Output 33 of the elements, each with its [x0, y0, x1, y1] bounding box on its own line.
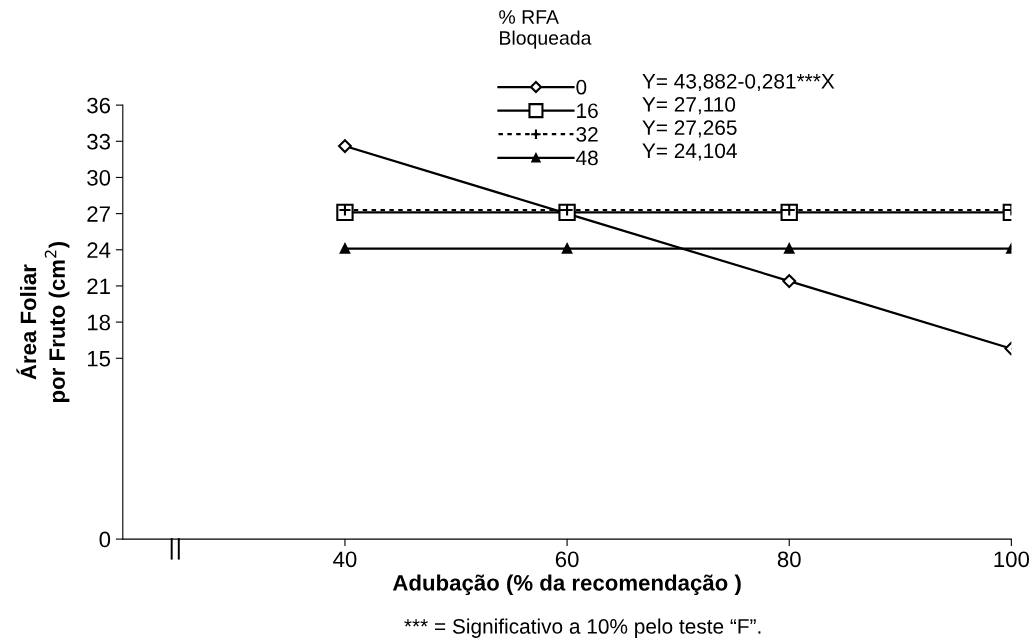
point: [338, 139, 352, 154]
x-tick-label: 80: [777, 551, 801, 568]
point: [338, 203, 352, 217]
legend-label: 32: [576, 126, 598, 142]
text: Y= 43,882-0,281***X: [642, 73, 835, 92]
y-axis-title: Área Foliar por Fruto (cm$^{2}$): [16, 241, 70, 402]
y-tick-label: 30: [87, 169, 111, 186]
annotation: Y= 24,104: [642, 143, 737, 161]
x-tick-label: 100: [994, 551, 1030, 568]
point: [561, 243, 573, 254]
y-tick-label: 24: [87, 242, 111, 258]
text: *** = Significativo a 10% pelo teste “F”.: [404, 618, 761, 638]
point: [560, 203, 574, 217]
y-tick-label: 33: [87, 133, 111, 150]
point: [784, 243, 795, 254]
y-tick-label: 36: [87, 97, 111, 114]
point: [782, 274, 797, 289]
y-tick-label: 27: [87, 206, 110, 222]
point: [339, 243, 351, 254]
x-tick-label: 40: [333, 551, 357, 568]
y-tick-label: 0: [99, 531, 111, 548]
x-tick-label: 60: [555, 551, 579, 568]
y-tick-label: 18: [87, 314, 111, 331]
point: [782, 203, 796, 217]
annotation: Y= 27,265: [642, 120, 737, 138]
y-tick-label: 21: [87, 278, 110, 294]
annotation: Y= 27,110: [642, 97, 736, 115]
legend-label: 48: [576, 150, 598, 166]
legend-title: % RFA Bloqueada: [499, 10, 592, 49]
legend-label: 0: [576, 79, 587, 95]
x-axis-title: Adubação (% da recomendação ): [392, 574, 741, 596]
legend-label: 16: [577, 103, 598, 119]
y-tick-label: 15: [87, 351, 111, 367]
